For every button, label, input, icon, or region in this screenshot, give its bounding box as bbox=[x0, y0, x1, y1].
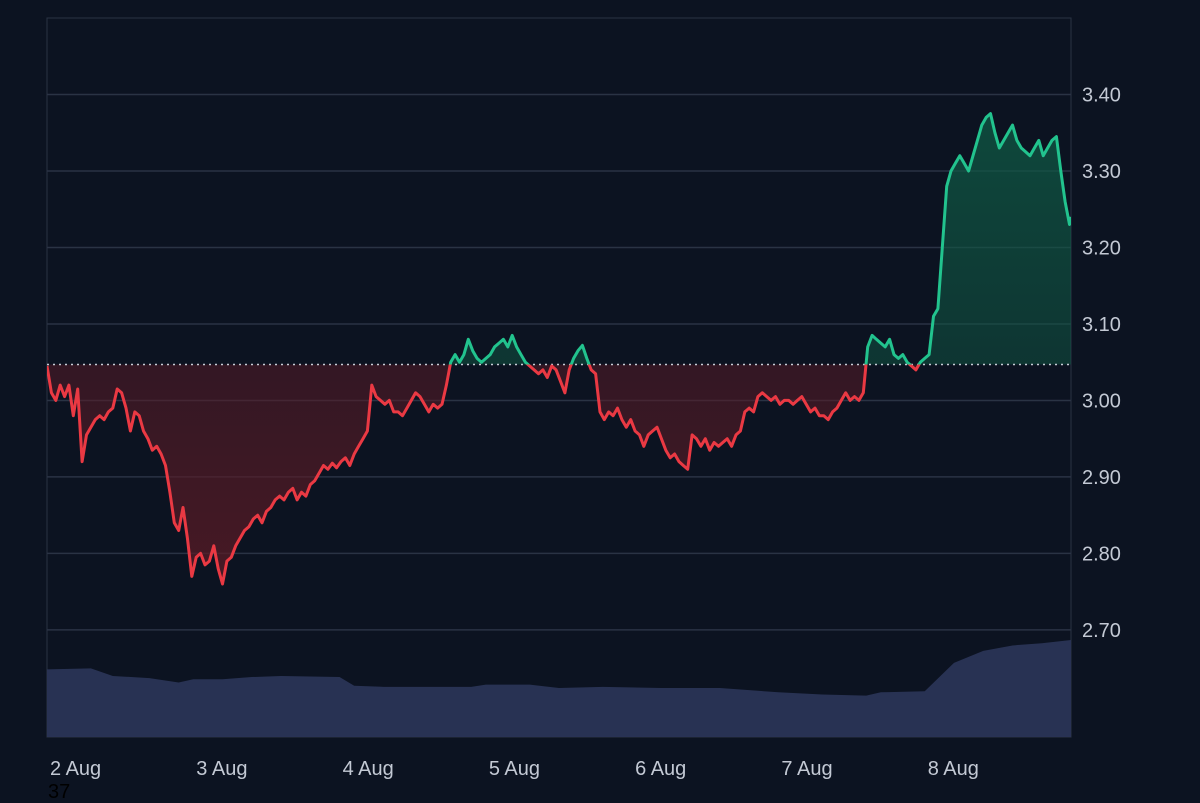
y-tick-label: 3.40 bbox=[1082, 84, 1121, 106]
price-line-layer bbox=[47, 112, 1071, 586]
price-line-below bbox=[47, 364, 921, 586]
y-tick-label: 3.00 bbox=[1082, 390, 1121, 412]
x-tick-label: 5 Aug bbox=[489, 758, 540, 780]
x-tick-label: 6 Aug bbox=[635, 758, 686, 780]
y-tick-label: 3.10 bbox=[1082, 314, 1121, 336]
price-line-above bbox=[448, 112, 1071, 365]
y-tick-label: 3.20 bbox=[1082, 237, 1121, 259]
y-axis-ticks: 3.40 3.30 3.20 3.10 3.00 2.90 2.80 2.70 bbox=[1082, 84, 1121, 641]
corner-value-text: 37 bbox=[48, 781, 71, 803]
y-tick-label: 2.90 bbox=[1082, 467, 1121, 489]
x-tick-label: 2 Aug bbox=[50, 758, 101, 780]
area-below-baseline bbox=[47, 364, 1071, 584]
x-tick-label: 7 Aug bbox=[781, 758, 832, 780]
x-axis-ticks: 2 Aug 3 Aug 4 Aug 5 Aug 6 Aug 7 Aug 8 Aug bbox=[50, 758, 979, 780]
x-tick-label: 8 Aug bbox=[928, 758, 979, 780]
volume-area bbox=[47, 639, 1071, 737]
x-tick-label: 3 Aug bbox=[196, 758, 247, 780]
volume-layer bbox=[47, 639, 1071, 737]
y-tick-label: 3.30 bbox=[1082, 161, 1121, 183]
area-fill-layer bbox=[47, 113, 1071, 584]
x-tick-label: 4 Aug bbox=[343, 758, 394, 780]
y-tick-label: 2.70 bbox=[1082, 620, 1121, 642]
y-tick-label: 2.80 bbox=[1082, 543, 1121, 565]
